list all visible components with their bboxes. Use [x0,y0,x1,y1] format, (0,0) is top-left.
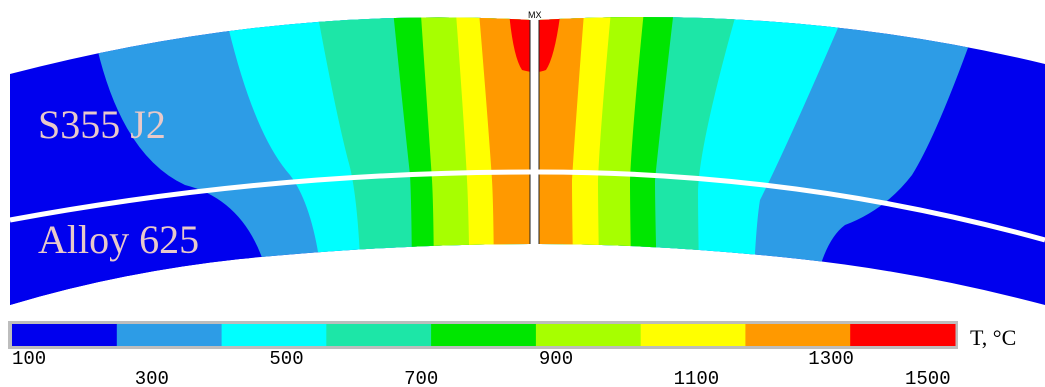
legend-swatch [222,324,327,346]
legend-swatch [326,324,431,346]
material-top-label: S355 J2 [38,102,166,147]
legend-unit-label: T, °C [970,325,1016,350]
legend-ticks: 100 500 900 1300 300 700 1100 1500 [12,348,951,387]
color-legend: T, °C 100 500 900 1300 300 700 1100 1500 [8,321,1016,387]
max-marker: MX [528,10,542,20]
contour-left-half [0,0,540,320]
legend-swatch [850,324,955,346]
material-bottom-label: Alloy 625 [38,217,199,262]
legend-swatch [536,324,641,346]
legend-tick-label: 300 [135,368,169,387]
legend-swatch [641,324,746,346]
legend-tick-label: 700 [404,368,438,387]
legend-tick-label: 500 [269,348,303,370]
legend-swatch [431,324,536,346]
legend-swatch [745,324,850,346]
weld-gap [530,15,539,247]
legend-tick-label: 100 [12,348,46,370]
legend-tick-label: 1300 [808,348,854,370]
legend-tick-label: 900 [539,348,573,370]
legend-swatch [12,324,117,346]
contour-right-half [530,0,1045,320]
legend-swatches [12,324,956,346]
legend-tick-label: 1500 [905,368,951,387]
legend-swatch [117,324,222,346]
legend-tick-label: 1100 [674,368,720,387]
